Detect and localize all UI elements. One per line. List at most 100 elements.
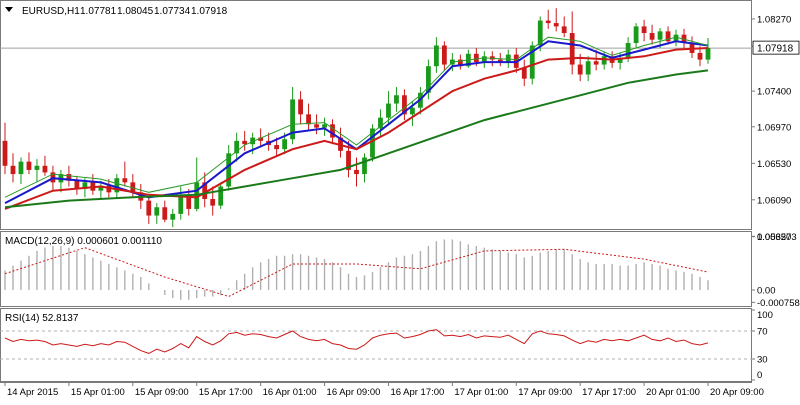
candle-bear bbox=[665, 31, 671, 42]
time-tick-label: 15 Apr 17:00 bbox=[199, 387, 253, 398]
candle-bull bbox=[154, 207, 160, 216]
candles-layer bbox=[2, 8, 711, 228]
price-tick-label: 1.06530 bbox=[757, 159, 791, 170]
candle-bear bbox=[553, 23, 559, 27]
candle-bull bbox=[433, 45, 439, 67]
macd-histogram bbox=[4, 239, 709, 300]
current-price-label: 1.07918 bbox=[757, 44, 794, 55]
rsi-tick-label: 70 bbox=[757, 327, 768, 338]
candle-bear bbox=[402, 95, 407, 115]
candle-bull bbox=[426, 66, 431, 93]
candle-bull bbox=[250, 137, 256, 145]
macd-tick-label: -0.000758 bbox=[757, 298, 800, 309]
time-tick-label: 17 Apr 09:00 bbox=[518, 387, 572, 398]
rsi-panel-frame bbox=[0, 308, 752, 382]
moving-averages-layer bbox=[4, 36, 709, 210]
candle-bull bbox=[234, 140, 240, 154]
time-tick-label: 16 Apr 17:00 bbox=[390, 387, 444, 398]
price-tick-label: 1.06970 bbox=[757, 122, 791, 133]
candle-bear bbox=[697, 52, 703, 60]
candle-bear bbox=[258, 137, 264, 141]
candle-bull bbox=[282, 139, 287, 150]
moving-average-line-3 bbox=[4, 36, 709, 198]
candle-bull bbox=[585, 61, 591, 75]
candle-bear bbox=[26, 161, 32, 170]
candle-bull bbox=[617, 57, 623, 63]
candle-bull bbox=[290, 99, 295, 140]
macd-panel: 0.003273 0.00-0.000758 MACD(12,26,9) 0.00… bbox=[4, 232, 800, 309]
candle-bull bbox=[114, 178, 120, 193]
ohlc-close: 1.07918 bbox=[191, 6, 228, 17]
candle-bull bbox=[82, 182, 88, 190]
candle-bull bbox=[226, 153, 232, 187]
time-tick-label: 15 Apr 01:00 bbox=[71, 387, 125, 398]
candle-bear bbox=[473, 53, 479, 63]
candle-bull bbox=[386, 103, 391, 118]
candle-bear bbox=[569, 33, 575, 65]
candle-bear bbox=[210, 198, 216, 206]
candle-bull bbox=[362, 157, 367, 175]
macd-panel-frame bbox=[0, 231, 752, 307]
candle-bear bbox=[306, 114, 311, 125]
time-tick-label: 15 Apr 09:00 bbox=[135, 387, 189, 398]
candle-bear bbox=[10, 165, 16, 175]
price-panel-frame bbox=[0, 0, 752, 230]
rsi-panel-title: RSI(14) 52.8137 bbox=[5, 313, 79, 324]
candle-bear bbox=[561, 26, 567, 34]
candle-bear bbox=[162, 207, 168, 220]
candle-bear bbox=[186, 194, 192, 209]
candle-bull bbox=[410, 107, 415, 115]
candle-bear bbox=[202, 182, 208, 199]
candle-bear bbox=[346, 150, 351, 170]
candle-bull bbox=[673, 34, 679, 42]
candle-bull bbox=[370, 128, 375, 158]
candle-bear bbox=[298, 99, 303, 115]
candle-bear bbox=[314, 124, 319, 128]
rsi-axis: 100 70 30 0 bbox=[752, 309, 773, 381]
rsi-panel: 100 70 30 0 RSI(14) 52.8137 bbox=[0, 309, 773, 381]
candle-bull bbox=[657, 31, 663, 40]
candle-bull bbox=[705, 47, 711, 60]
candle-bull bbox=[378, 117, 383, 129]
candle-bear bbox=[545, 20, 551, 24]
ohlc-open: 1.07781 bbox=[80, 6, 117, 17]
candle-bear bbox=[106, 185, 112, 193]
macd-axis: 0.003273 0.00-0.000758 bbox=[752, 232, 800, 309]
candle-bear bbox=[521, 67, 527, 79]
ohlc-high: 1.08045 bbox=[117, 6, 154, 17]
candle-bull bbox=[481, 56, 487, 63]
moving-average-line-2 bbox=[4, 69, 709, 209]
rsi-tick-label: 30 bbox=[757, 355, 768, 366]
symbol-dropdown-icon[interactable] bbox=[5, 7, 13, 12]
candle-bull bbox=[529, 45, 535, 79]
candle-bull bbox=[218, 186, 224, 206]
rsi-line bbox=[4, 329, 709, 354]
candle-bear bbox=[354, 169, 359, 175]
rsi-levels bbox=[0, 330, 752, 360]
candle-bear bbox=[330, 124, 335, 138]
time-axis: 14 Apr 2015 15 Apr 01:00 15 Apr 09:00 15 Ap… bbox=[4, 382, 764, 398]
macd-tick-label: 0.003273 bbox=[757, 232, 797, 243]
candle-bear bbox=[146, 200, 152, 216]
time-tick-label: 17 Apr 01:00 bbox=[454, 387, 508, 398]
candle-bear bbox=[42, 165, 48, 173]
time-tick-label: 16 Apr 01:00 bbox=[263, 387, 317, 398]
candle-bear bbox=[66, 174, 72, 181]
candle-bull bbox=[170, 213, 176, 220]
price-tick-label: 1.05650 bbox=[757, 232, 791, 243]
price-panel-title: EURUSD,H1 bbox=[22, 6, 80, 17]
candle-bear bbox=[74, 180, 80, 190]
candle-bull bbox=[98, 185, 104, 191]
moving-average-line-1 bbox=[4, 47, 709, 210]
current-price-box bbox=[752, 40, 800, 55]
candle-bull bbox=[537, 20, 543, 46]
time-tick-label: 20 Apr 01:00 bbox=[646, 387, 700, 398]
candle-bull bbox=[34, 165, 40, 170]
candle-bear bbox=[2, 140, 8, 166]
candle-bear bbox=[122, 178, 128, 183]
time-tick-label: 14 Apr 2015 bbox=[7, 387, 58, 398]
candle-bear bbox=[242, 140, 248, 145]
candle-bear bbox=[577, 64, 583, 75]
